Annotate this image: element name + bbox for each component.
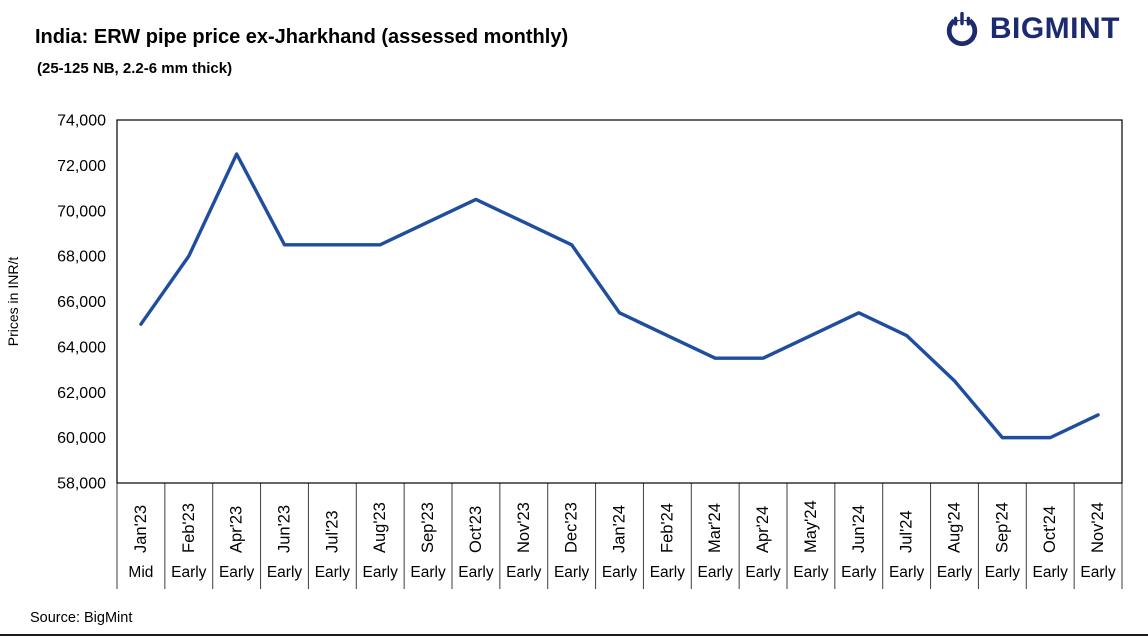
x-axis-period-label: Early bbox=[315, 564, 351, 581]
x-axis-period-label: Early bbox=[889, 564, 925, 581]
x-axis-month-label: Apr'23 bbox=[228, 506, 246, 553]
y-axis-title: Prices in INR/t bbox=[5, 257, 21, 347]
x-axis-month-label: Jul'24 bbox=[898, 510, 916, 553]
x-axis-period-label: Early bbox=[602, 564, 638, 581]
x-axis-month-label: May'24 bbox=[802, 500, 820, 553]
x-axis-month-label: Apr'24 bbox=[754, 506, 772, 553]
x-axis-period-label: Mid bbox=[128, 564, 153, 581]
x-axis-period-label: Early bbox=[171, 564, 207, 581]
y-axis-tick-label: 72,000 bbox=[57, 158, 106, 175]
x-axis-month-label: Jul'23 bbox=[323, 510, 341, 553]
x-axis-month-label: Dec'23 bbox=[563, 502, 581, 553]
y-axis-tick-label: 66,000 bbox=[57, 294, 106, 311]
x-axis-month-label: Feb'24 bbox=[658, 503, 676, 553]
plot-border bbox=[116, 119, 1123, 484]
source-note: Source: BigMint bbox=[30, 610, 133, 626]
x-axis-period-label: Early bbox=[985, 564, 1021, 581]
y-axis-tick-label: 68,000 bbox=[57, 249, 106, 266]
footer-divider bbox=[0, 634, 1148, 636]
x-axis-period-label: Early bbox=[745, 564, 781, 581]
x-axis-month-label: Oct'24 bbox=[1041, 506, 1059, 553]
y-axis-tick-label: 62,000 bbox=[57, 385, 106, 402]
x-axis-month-label: Mar'24 bbox=[706, 503, 724, 553]
x-axis-month-label: Nov'24 bbox=[1089, 502, 1107, 553]
bigmint-logo-text: BIGMINT bbox=[989, 12, 1120, 45]
bigmint-logo-icon bbox=[946, 10, 978, 47]
x-axis-month-label: Jun'24 bbox=[850, 505, 868, 553]
price-line-chart: 58,000 60,000 62,000 64,000 66,000 68,000 70,0… bbox=[5, 113, 1123, 589]
y-axis-tick-label: 70,000 bbox=[57, 203, 106, 220]
price-line bbox=[139, 152, 1100, 440]
chart-title: India: ERW pipe price ex-Jharkhand (asse… bbox=[35, 26, 569, 48]
x-axis-period-label: Early bbox=[841, 564, 877, 581]
x-axis-period-label: Early bbox=[698, 564, 734, 581]
x-axis-period-label: Early bbox=[650, 564, 686, 581]
x-axis-month-label: Sep'23 bbox=[419, 502, 437, 553]
y-axis-tick-label: 58,000 bbox=[57, 476, 106, 493]
x-axis-month-label: Jan'24 bbox=[611, 505, 629, 553]
x-axis-month-label: Aug'24 bbox=[946, 502, 964, 553]
x-axis-month-label: Sep'24 bbox=[993, 502, 1011, 553]
x-axis-period-label: Early bbox=[267, 564, 303, 581]
x-axis-month-label: Nov'23 bbox=[515, 502, 533, 553]
x-axis-period-label: Early bbox=[363, 564, 399, 581]
chart-subtitle: (25-125 NB, 2.2-6 mm thick) bbox=[37, 60, 233, 77]
x-axis-month-label: Oct'23 bbox=[467, 506, 485, 553]
x-axis-period-label: Early bbox=[219, 564, 255, 581]
x-axis-month-label: Jun'23 bbox=[276, 505, 294, 553]
x-axis-month-label: Feb'23 bbox=[180, 503, 198, 553]
x-axis-month-label: Jan'23 bbox=[132, 505, 150, 553]
x-axis-period-label: Early bbox=[506, 564, 542, 581]
x-axis-month-label: Aug'23 bbox=[371, 502, 389, 553]
x-axis-period-label: Early bbox=[1080, 564, 1116, 581]
bigmint-logo: BIGMINT bbox=[943, 10, 1120, 48]
x-axis-period-label: Early bbox=[410, 564, 446, 581]
x-axis-period-label: Early bbox=[937, 564, 973, 581]
x-axis-period-label: Early bbox=[458, 564, 494, 581]
x-axis-period-label: Early bbox=[1033, 564, 1069, 581]
x-axis-period-label: Early bbox=[554, 564, 590, 581]
y-axis-tick-label: 64,000 bbox=[57, 339, 106, 356]
y-axis-tick-label: 60,000 bbox=[57, 430, 106, 447]
y-axis-tick-label: 74,000 bbox=[57, 113, 106, 130]
x-axis-period-label: Early bbox=[793, 564, 829, 581]
